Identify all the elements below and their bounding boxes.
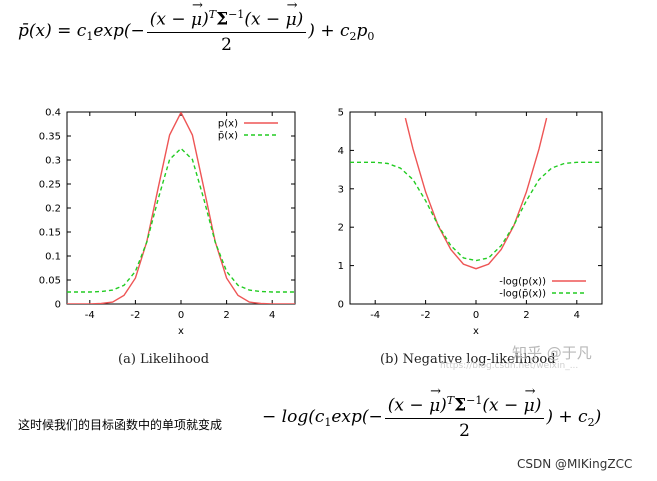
formula-transpose: T [208, 8, 217, 21]
x-tick-label: -2 [130, 310, 140, 321]
y-tick-label: 0 [338, 300, 344, 311]
formula-p0-sub: 0 [367, 30, 375, 44]
y-tick-label: 0.35 [39, 132, 61, 143]
neg-log-likelihood-chart: -4 -2 0 2 4 0 1 2 3 4 5 x -log(p(x))-log(p̄(x)) [338, 108, 603, 337]
y-tick-label: 0.2 [45, 204, 61, 215]
formula-b-sigma: Σ [454, 395, 467, 416]
formula-b-fraction: (x − μ)TΣ−1(x − μ)2 [384, 384, 545, 441]
x-axis-label: x [473, 326, 479, 337]
formula-b-num-a: (x − [387, 395, 430, 416]
series-line-1 [67, 147, 295, 293]
caption-likelihood: (a) Likelihood [118, 352, 210, 367]
y-tick-label: 0 [55, 300, 61, 311]
formula-inverse: −1 [228, 8, 245, 21]
formula-b-mu-vector-2: μ [524, 384, 536, 416]
x-tick-label: -2 [421, 310, 431, 321]
x-tick-label: 0 [473, 310, 479, 321]
formula-tail: ) + c [308, 20, 350, 41]
legend-label: -log(p̄(x)) [499, 289, 546, 300]
formula-b-inverse: −1 [466, 394, 483, 407]
zhihu-watermark: 知乎 @于凡 [512, 344, 592, 362]
x-tick-label: 2 [223, 310, 229, 321]
formula-b-c1-sub: 1 [324, 416, 332, 430]
x-tick-label: 4 [269, 310, 275, 321]
series-line-1 [350, 161, 602, 262]
formula-b-c2-sub: 2 [587, 416, 595, 430]
formula-p0: p [356, 20, 368, 41]
formula-b-denominator: 2 [459, 420, 470, 441]
y-tick-label: 1 [338, 261, 344, 272]
y-tick-label: 4 [338, 146, 344, 157]
y-tick-label: 0.05 [39, 276, 61, 287]
x-tick-label: -4 [370, 310, 380, 321]
caption-neg-log-likelihood: (b) Negative log-likelihood [380, 352, 556, 367]
legend-label: p(x) [218, 119, 238, 130]
formula-num-b: ) [202, 9, 209, 30]
formula-num-c: (x − [244, 9, 286, 30]
formula-c2-sub: 2 [349, 30, 357, 44]
formula-num-a: (x − [149, 9, 192, 30]
y-tick-label: 0.15 [39, 228, 61, 239]
x-tick-label: 2 [523, 310, 529, 321]
legend-label: -log(p(x)) [499, 277, 546, 288]
x-tick-label: 4 [574, 310, 580, 321]
y-tick-label: 2 [338, 223, 344, 234]
formula-mu-vector: μ [191, 0, 203, 30]
formula-b-num-b: ) [440, 395, 447, 416]
csdn-watermark: CSDN @MIKingZCC [517, 457, 633, 471]
series-line-0 [404, 117, 548, 270]
formula-b-close: ) [594, 406, 602, 427]
plot-frame [66, 111, 296, 305]
formula-p-bar: p̄(x) = c1exp(−(x − μ)TΣ−1(x − μ)2) + c2… [18, 0, 375, 55]
y-tick-label: 0.4 [45, 108, 61, 119]
series-line-0 [67, 112, 295, 304]
formula-b-transpose: T [446, 394, 455, 407]
y-tick-label: 5 [338, 108, 344, 119]
y-tick-label: 3 [338, 184, 344, 195]
note-text: 这时候我们的目标函数中的单项就变成 [18, 418, 223, 432]
formula-c1-sub: 1 [86, 30, 94, 44]
formula-lhs: p̄(x) = c [18, 20, 87, 41]
formula-denominator: 2 [221, 34, 232, 55]
y-tick-label: 0.1 [45, 252, 61, 263]
x-tick-label: -4 [85, 310, 95, 321]
y-tick-label: 0.3 [45, 156, 61, 167]
formula-exp-open: exp(− [93, 20, 145, 41]
formula-b-exp-open: exp(− [331, 406, 383, 427]
x-axis-label: x [178, 326, 184, 337]
formula-num-d: ) [296, 9, 304, 30]
y-tick-label: 0.25 [39, 180, 61, 191]
likelihood-chart: -4 -2 0 2 4 0 0.05 0.1 0.15 0.2 0.25 0.3 0.35 0.4 x p(x… [39, 108, 296, 337]
formula-b-lead: − log(c [262, 406, 325, 427]
x-tick-label: 0 [178, 310, 184, 321]
formula-b-mu-vector: μ [429, 384, 441, 416]
formula-b-num-d: ) [534, 395, 542, 416]
legend-label: p̄(x) [218, 131, 238, 142]
blog-watermark: https://blog.csdn.net/weixin_... [440, 361, 579, 371]
plot-frame [349, 111, 603, 305]
formula-b-num-c: (x − [482, 395, 524, 416]
formula-sigma: Σ [216, 9, 229, 30]
formula-fraction: (x − μ)TΣ−1(x − μ)2 [146, 0, 307, 55]
formula-mu-vector-2: μ [286, 0, 298, 30]
formula-b-tail: ) + c [546, 406, 588, 427]
formula-neg-log: − log(c1exp(−(x − μ)TΣ−1(x − μ)2) + c2) [262, 384, 602, 441]
